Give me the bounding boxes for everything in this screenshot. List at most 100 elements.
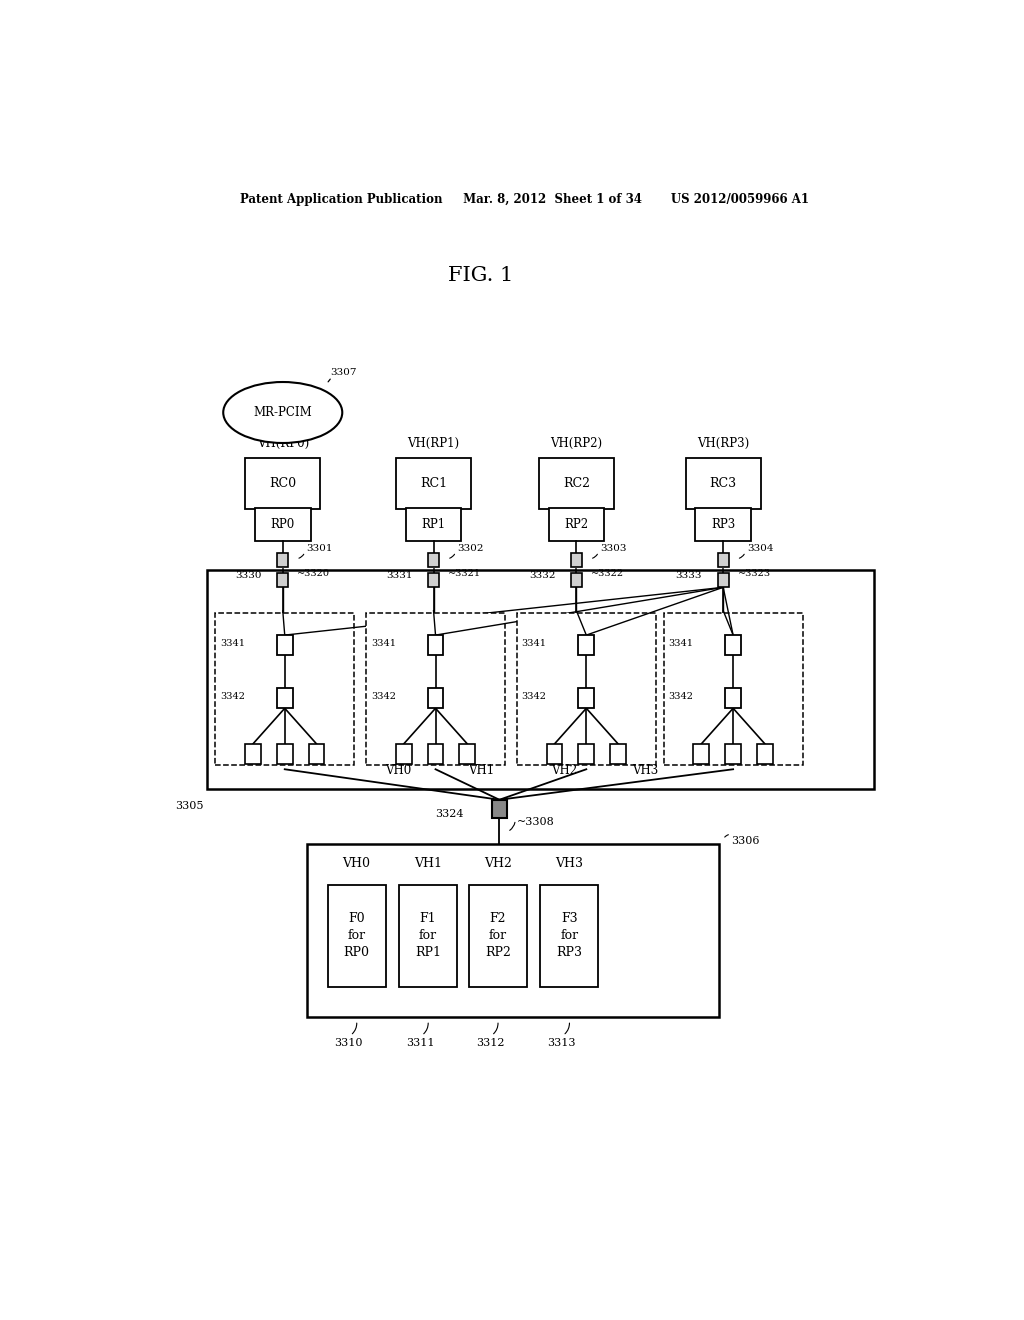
Text: 3332: 3332 [528,570,555,579]
Bar [579,744,594,764]
Bar [725,744,741,764]
Text: FIG. 1: FIG. 1 [449,265,514,285]
Text: VH(RP3): VH(RP3) [697,437,750,450]
Bar [579,635,594,656]
Bar [428,744,443,764]
Bar [570,573,582,587]
Text: ~3320: ~3320 [297,569,330,578]
Text: ~3322: ~3322 [591,569,624,578]
Bar [428,573,439,587]
Text: 3342: 3342 [220,692,245,701]
Text: VH0: VH0 [343,857,371,870]
Text: VH(RP1): VH(RP1) [408,437,460,450]
Text: VH2: VH2 [484,857,512,870]
Bar [579,688,594,709]
Bar [725,635,741,656]
Text: VH1: VH1 [414,857,442,870]
Text: VH2: VH2 [551,764,578,777]
Bar [517,612,655,766]
Bar [695,507,751,541]
Bar [757,744,773,764]
Text: RP0: RP0 [270,517,295,531]
Bar [493,800,507,818]
Text: 3342: 3342 [371,692,396,701]
Text: ~3321: ~3321 [447,569,481,578]
Bar [428,635,443,656]
Bar [685,458,761,510]
Text: VH0: VH0 [385,764,412,777]
Bar [215,612,354,766]
Text: 3342: 3342 [669,692,693,701]
Bar [276,744,293,764]
Bar [693,744,710,764]
Bar [460,744,475,764]
Text: 3341: 3341 [371,639,396,648]
Text: RC2: RC2 [563,477,590,490]
Bar [541,886,598,987]
Text: RP1: RP1 [422,517,445,531]
Bar [406,507,461,541]
Bar [245,458,321,510]
Text: 3312: 3312 [475,1038,504,1048]
Text: RP2: RP2 [564,517,589,531]
Text: 3333: 3333 [676,570,702,579]
Ellipse shape [223,381,342,444]
Text: 3310: 3310 [335,1038,362,1048]
Bar [469,886,526,987]
Bar [367,612,505,766]
Text: 3301: 3301 [306,544,333,553]
Bar [276,635,293,656]
Text: F1
for
RP1: F1 for RP1 [415,912,441,960]
Text: 3306: 3306 [731,837,760,846]
Bar [278,573,289,587]
Text: RC3: RC3 [710,477,736,490]
Text: 3305: 3305 [175,801,204,810]
Text: RC0: RC0 [269,477,296,490]
Text: RC1: RC1 [420,477,447,490]
Text: 3303: 3303 [600,544,627,553]
Text: ~3323: ~3323 [737,569,771,578]
Bar [539,458,614,510]
Bar [428,688,443,709]
Bar [570,553,582,568]
Bar [664,612,803,766]
Bar [610,744,626,764]
Bar [308,744,325,764]
Bar [428,553,439,568]
Text: F0
for
RP0: F0 for RP0 [344,912,370,960]
Text: F3
for
RP3: F3 for RP3 [556,912,583,960]
Bar [547,744,562,764]
Text: 3331: 3331 [386,570,413,579]
Text: Patent Application Publication     Mar. 8, 2012  Sheet 1 of 34       US 2012/005: Patent Application Publication Mar. 8, 2… [241,193,809,206]
Text: 3302: 3302 [458,544,484,553]
Bar [718,553,729,568]
Bar [718,573,729,587]
Bar [207,570,874,788]
Bar [278,553,289,568]
Text: 3313: 3313 [547,1038,575,1048]
Bar [328,886,385,987]
Bar [255,507,310,541]
Text: 3311: 3311 [406,1038,434,1048]
Bar [396,744,412,764]
Bar [396,458,471,510]
Text: 3307: 3307 [331,368,357,378]
Bar [306,845,719,1018]
Text: ~3308: ~3308 [517,817,555,826]
Text: 3342: 3342 [521,692,547,701]
Text: VH3: VH3 [555,857,584,870]
Text: 3304: 3304 [748,544,773,553]
Bar [399,886,457,987]
Text: F2
for
RP2: F2 for RP2 [485,912,511,960]
Bar [725,688,741,709]
Text: MR-PCIM: MR-PCIM [253,407,312,418]
Text: VH(RP2): VH(RP2) [550,437,602,450]
Text: VH3: VH3 [632,764,658,777]
Text: RP3: RP3 [711,517,735,531]
Text: 3341: 3341 [220,639,245,648]
Text: 3341: 3341 [669,639,693,648]
Text: 3341: 3341 [521,639,547,648]
Text: 3324: 3324 [435,809,464,818]
Bar [245,744,261,764]
Bar [549,507,604,541]
